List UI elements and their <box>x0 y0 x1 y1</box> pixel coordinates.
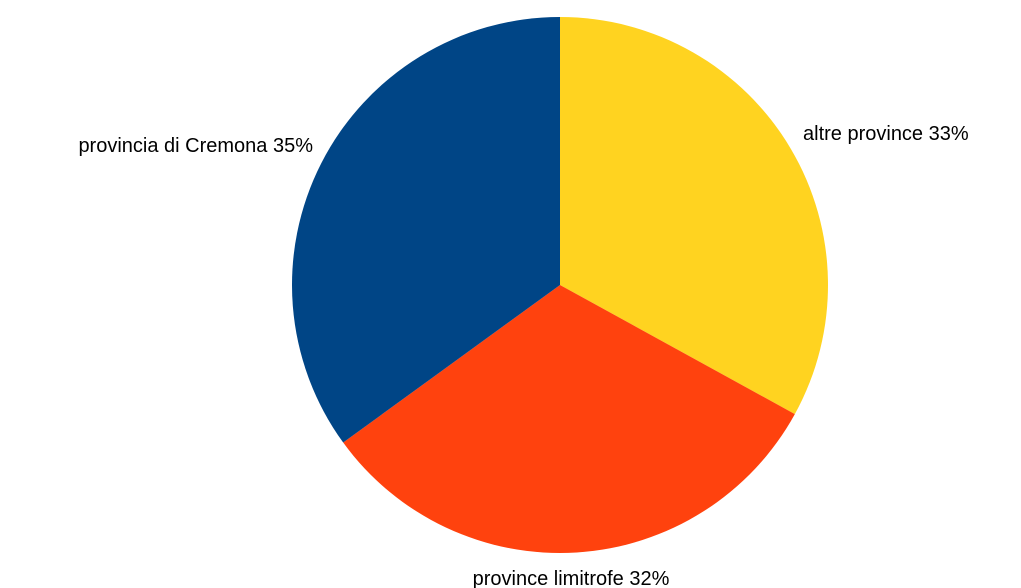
pie-slice-2 <box>291 16 560 443</box>
pie-labels: altre province 33% province limitrofe 32%… <box>78 123 968 588</box>
pie-slices <box>291 16 828 554</box>
pie-slice-label-1: province limitrofe 32% <box>473 568 670 588</box>
pie-slice-label-2: provincia di Cremona 35% <box>78 135 313 157</box>
pie-slice-0 <box>560 17 828 415</box>
pie-slice-1 <box>343 285 795 554</box>
pie-slice-label-0: altre province 33% <box>803 123 969 145</box>
